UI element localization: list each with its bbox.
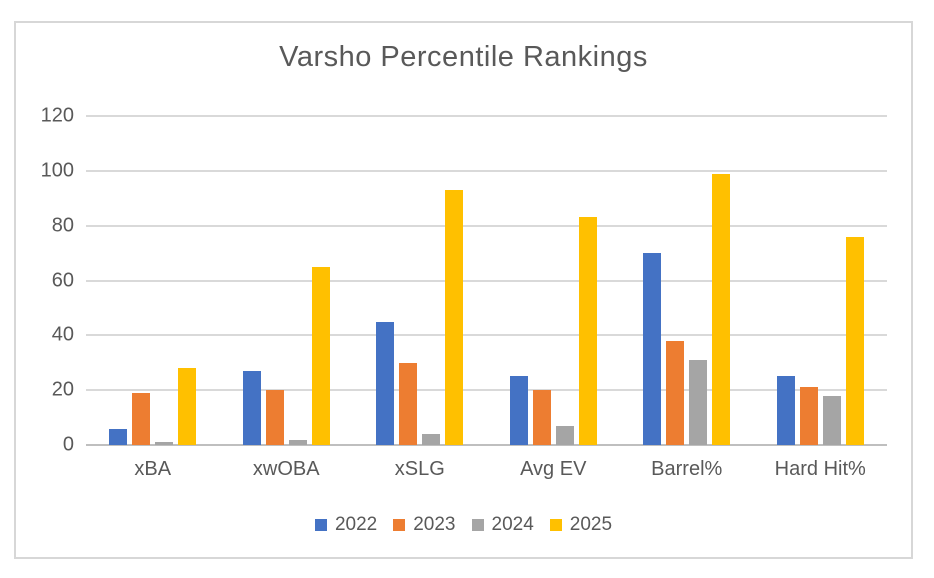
bar-2024-Barrel%	[689, 360, 708, 445]
bar-2024-xSLG	[422, 434, 441, 445]
x-axis-label-Hard Hit%: Hard Hit%	[774, 458, 866, 480]
chart-canvas: Varsho Percentile Rankings 0 20 40 60 80 100 1…	[14, 21, 913, 559]
gridline-40	[86, 334, 887, 337]
x-axis-labels: xBA xwOBA xSLG Avg EV Barrel% Hard Hit%	[86, 458, 887, 481]
y-tick-label-0: 0	[62, 433, 74, 456]
bar-2025-xSLG	[445, 190, 464, 445]
y-tick-label-20: 20	[51, 378, 74, 401]
legend: 2022 2023 2024 2025	[16, 514, 911, 536]
y-tick-label-40: 40	[51, 323, 74, 346]
x-axis-label-xSLG: xSLG	[394, 458, 445, 480]
gridline-80	[86, 224, 887, 227]
legend-label-2025: 2025	[569, 514, 613, 535]
y-tick-label-80: 80	[51, 214, 74, 237]
bar-2022-xBA	[109, 428, 128, 445]
bar-2025-Barrel%	[712, 173, 731, 445]
bar-2022-Avg EV	[509, 376, 528, 445]
bar-2023-Hard Hit%	[799, 387, 818, 445]
x-axis-label-xwOBA: xwOBA	[252, 458, 320, 480]
bar-group-xBA	[86, 116, 220, 445]
legend-item-2023: 2023	[393, 514, 456, 536]
bar-2022-Hard Hit%	[776, 376, 795, 445]
bar-group-xwOBA	[220, 116, 354, 445]
bar-2022-Barrel%	[643, 253, 662, 445]
bar-2025-Avg EV	[578, 217, 597, 445]
bar-2025-xBA	[178, 368, 197, 445]
bar-2023-xwOBA	[265, 390, 284, 445]
bar-2024-Avg EV	[555, 425, 574, 445]
legend-swatch-2023	[393, 519, 406, 531]
plot-area: 0 20 40 60 80 100 120	[41, 105, 887, 456]
y-tick-label-100: 100	[40, 159, 74, 182]
bar-2024-Hard Hit%	[822, 395, 841, 445]
bar-2025-Hard Hit%	[845, 236, 864, 445]
bar-2023-xSLG	[399, 362, 418, 445]
gridline-20	[86, 389, 887, 392]
x-axis-label-Avg EV: Avg EV	[520, 458, 587, 480]
bar-2022-xwOBA	[242, 370, 261, 445]
bar-2023-xBA	[132, 392, 151, 445]
gridline-100	[86, 169, 887, 172]
legend-swatch-2022	[314, 519, 327, 531]
bar-2022-xSLG	[376, 321, 395, 445]
x-axis-line	[86, 444, 887, 446]
bar-group-xSLG	[353, 116, 487, 445]
bar-2023-Barrel%	[666, 340, 685, 445]
y-tick-label-120: 120	[40, 104, 74, 127]
legend-item-2025: 2025	[549, 514, 613, 536]
gridline-60	[86, 279, 887, 282]
legend-swatch-2025	[549, 519, 562, 531]
legend-item-2024: 2024	[471, 514, 534, 536]
gridline-120	[86, 115, 887, 117]
bar-2024-xBA	[155, 442, 174, 445]
bar-group-Hard Hit%	[754, 116, 888, 445]
legend-swatch-2024	[471, 519, 484, 531]
bar-group-Barrel%	[620, 116, 754, 445]
bar-2024-xwOBA	[288, 439, 307, 445]
x-axis-label-Barrel%: Barrel%	[651, 458, 723, 480]
y-tick-label-60: 60	[51, 269, 74, 291]
x-axis-label-xBA: xBA	[134, 458, 172, 480]
bar-groups	[86, 116, 887, 445]
legend-label-2022: 2022	[334, 514, 378, 535]
chart-title: Varsho Percentile Rankings	[279, 41, 648, 73]
legend-label-2023: 2023	[413, 514, 456, 535]
bar-group-Avg EV	[487, 116, 621, 445]
bar-2025-xwOBA	[311, 266, 330, 445]
legend-item-2022: 2022	[314, 514, 378, 536]
bar-2023-Avg EV	[532, 390, 551, 445]
legend-label-2024: 2024	[491, 514, 534, 535]
